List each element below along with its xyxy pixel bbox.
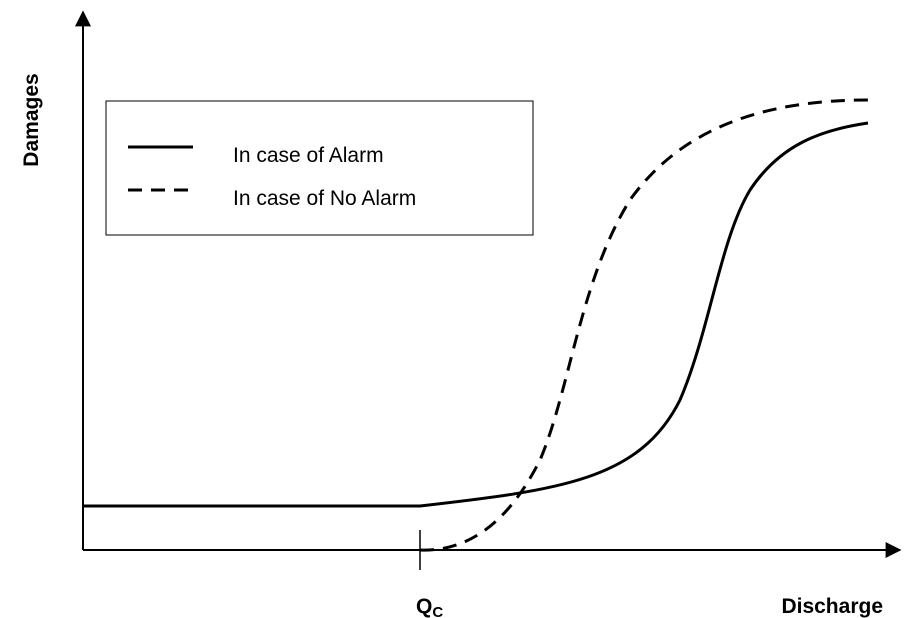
threshold-main: Q xyxy=(416,595,432,618)
legend-box xyxy=(105,100,534,236)
threshold-label: QC xyxy=(416,595,443,618)
alarm-curve xyxy=(83,121,869,508)
legend-label: In case of No Alarm xyxy=(233,187,416,210)
no-alarm-curve xyxy=(419,98,869,552)
y-axis-label: Damages xyxy=(20,73,43,166)
x-axis-label: Discharge xyxy=(781,595,883,618)
threshold-subscript: C xyxy=(432,604,443,618)
legend-label: In case of Alarm xyxy=(233,144,384,167)
